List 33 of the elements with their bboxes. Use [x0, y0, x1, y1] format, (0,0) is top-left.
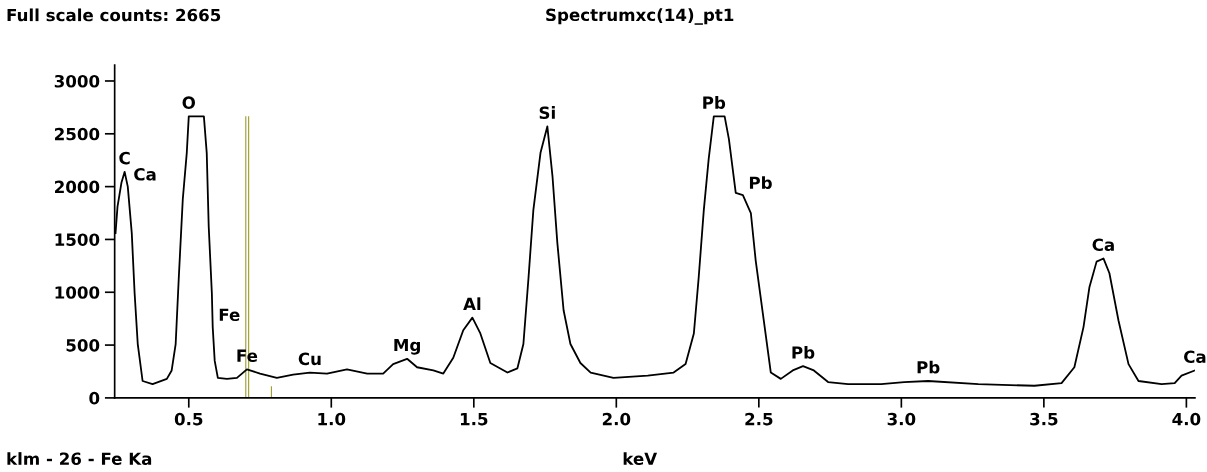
x-tick-label: 4.0	[1172, 412, 1201, 426]
y-tick-label: 0	[89, 391, 100, 405]
annotation: Al	[463, 297, 481, 310]
annotation: Cu	[298, 352, 321, 366]
x-tick-label: 2.0	[602, 412, 631, 426]
y-tick-label: 2500	[55, 127, 100, 141]
x-tick-label: 3.0	[887, 412, 916, 426]
annotation: Ca	[134, 168, 156, 181]
chart-title: Spectrumxc(14)_pt1	[546, 8, 734, 25]
annotation: Mg	[394, 338, 420, 355]
x-tick-label: 1.0	[318, 412, 346, 426]
text: Full scale counts: 2665	[7, 8, 221, 22]
y-tick-label: 500	[66, 339, 100, 352]
annotation: Pb	[749, 176, 772, 190]
y-tick-label: 1000	[55, 286, 100, 299]
annotation: Pb	[703, 96, 726, 109]
annotation: Pb	[917, 360, 940, 374]
y-tick-label: 1500	[55, 233, 100, 247]
annotation: Ca	[1184, 350, 1206, 364]
annotation: Fe	[219, 308, 240, 322]
annotation: Pb	[792, 345, 815, 359]
x-tick-label: 0.5	[174, 412, 203, 426]
annotation: C	[119, 151, 130, 165]
x-tick-label: 3.5	[1030, 412, 1058, 426]
x-tick-label: 2.5	[745, 412, 773, 426]
x-tick-label: 1.5	[460, 412, 488, 426]
annotation: Ca	[1092, 238, 1114, 252]
x-axis-title: keV	[623, 452, 658, 466]
annotation: Si	[539, 106, 555, 120]
y-tick-label: 2000	[55, 180, 100, 194]
text: klm - 26 - Fe Ka	[7, 452, 152, 466]
annotation: O	[182, 96, 196, 109]
y-tick-label: 3000	[54, 74, 100, 88]
